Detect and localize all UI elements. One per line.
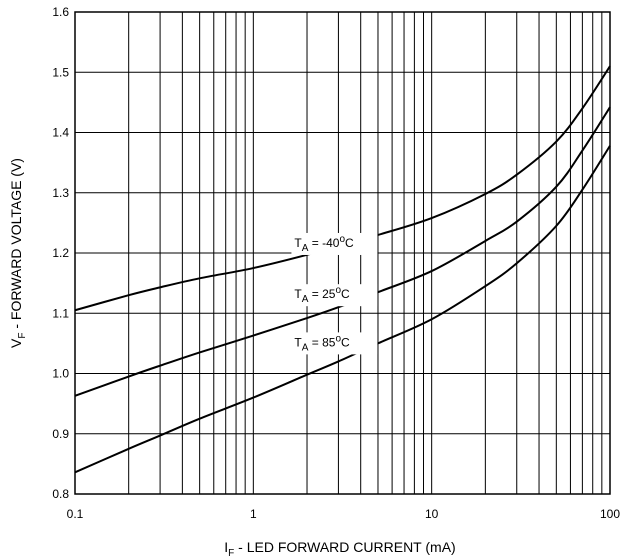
series-label-symbol: T [294,236,302,250]
y-axis-label-prefix: V [8,338,24,348]
y-tick-label: 1.2 [52,246,69,260]
series-label-value: = -40 [308,236,339,250]
series-label-unit: C [341,287,350,301]
y-axis-label-text: - FORWARD VOLTAGE (V) [8,158,24,333]
series-label-unit: C [341,335,350,349]
y-tick-label: 1.4 [52,126,69,140]
y-tick-label: 1.1 [52,306,69,320]
series-label-symbol: T [294,287,302,301]
y-axis-label: VF - FORWARD VOLTAGE (V) [8,158,28,348]
series-label-superscript: o [335,285,341,296]
series-line-3 [74,145,611,474]
x-tick-label: 1 [250,507,257,521]
series-label-superscript: o [339,234,345,245]
series-label-2: TA = 25oC [294,285,350,305]
x-tick-labels: 0.1 1 10 100 [67,507,621,521]
series-label-value: = 85 [308,335,335,349]
x-tick-label: 10 [425,507,439,521]
series-label-symbol: T [294,335,302,349]
y-tick-label: 1.3 [52,186,69,200]
x-axis-label: IF - LED FORWARD CURRENT (mA) [224,539,455,559]
x-axis-label-subscript: F [228,548,234,559]
x-tick-label: 0.1 [67,507,84,521]
series-label-value: = 25 [308,287,335,301]
plot-frame [74,11,611,495]
y-tick-label: 1.6 [52,5,69,19]
series-label-subscript: A [302,243,309,254]
series-label-unit: C [345,236,354,250]
grid-lines [75,12,610,494]
x-tick-label: 100 [600,507,620,521]
series-label-background [291,332,378,355]
series-label-1: TA = -40oC [294,234,354,254]
series-label-superscript: o [335,333,341,344]
series-lines [74,65,611,474]
y-tick-labels: 0.8 0.9 1.0 1.1 1.2 1.3 1.4 1.5 1.6 [52,5,69,501]
y-tick-label: 1.0 [52,367,69,381]
series-label-3: TA = 85oC [294,333,350,353]
y-tick-label: 0.8 [52,487,69,501]
x-axis-label-text: - LED FORWARD CURRENT (mA) [234,539,455,555]
series-line-1 [74,65,611,312]
series-label-background [291,232,378,255]
x-axis-label-prefix: I [224,539,228,555]
series-label-background [291,284,378,307]
series-label-subscript: A [302,294,309,305]
y-tick-label: 1.5 [52,65,69,79]
y-tick-label: 0.9 [52,427,69,441]
series-label-subscript: A [302,342,309,353]
y-axis-label-subscript: F [17,333,28,339]
